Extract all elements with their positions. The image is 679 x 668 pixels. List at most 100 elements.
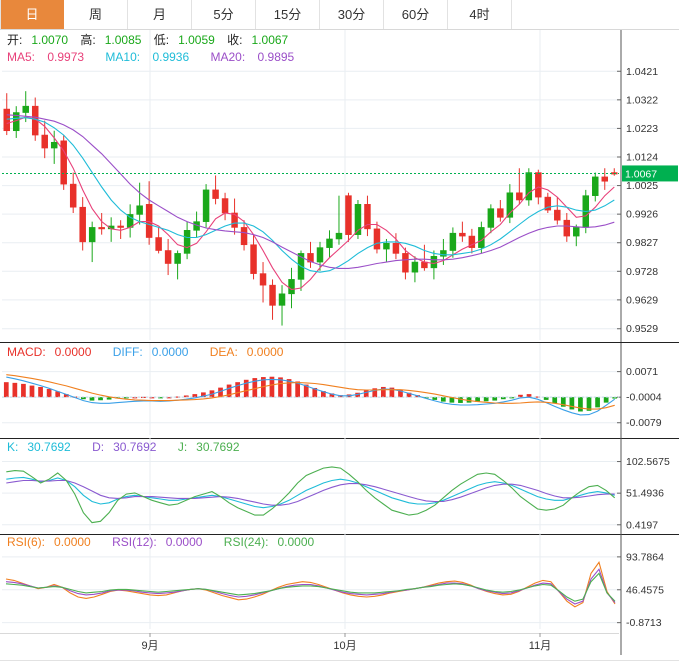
tab-5[interactable]: 30分 <box>320 0 384 29</box>
candle <box>307 241 314 268</box>
candle <box>411 256 419 283</box>
macd-chart-svg: 0.0071 -0.0004 -0.0079 <box>2 343 662 438</box>
quote-legend: 开: 1.0070 高: 1.0085 低: 1.0059 收: 1.0067 <box>7 33 297 47</box>
tab-4[interactable]: 15分 <box>256 0 320 29</box>
price-ytick: 0.9629 <box>626 294 658 306</box>
macd-bar <box>355 392 360 398</box>
time-axis-label: 9月 <box>141 640 158 652</box>
candle <box>468 228 476 254</box>
macd-bar <box>192 394 198 398</box>
candle <box>155 227 162 254</box>
ma5-legend: MA5: 0.9973 <box>7 50 85 64</box>
candle <box>60 135 67 190</box>
price-ytick: 1.0124 <box>626 151 658 163</box>
macd-bar <box>63 394 69 398</box>
candle <box>316 241 324 271</box>
macd-bar <box>81 397 86 400</box>
candle <box>364 195 371 237</box>
macd-bar <box>329 393 335 398</box>
tab-3[interactable]: 5分 <box>192 0 256 29</box>
macd-bar <box>380 386 386 398</box>
macd-bar <box>595 397 600 408</box>
current-price-badge-label: 1.0067 <box>625 168 657 180</box>
tab-7[interactable]: 4时 <box>448 0 512 29</box>
price-ytick: 0.9827 <box>626 237 658 249</box>
kdj-panel[interactable]: K: 30.7692 D: 30.7692 J: 30.7692 102.5675 51… <box>0 438 679 533</box>
rsi-ytick: 46.4575 <box>626 584 664 596</box>
macd-bar <box>278 377 283 398</box>
ma-legend: MA5: 0.9973 MA10: 0.9936 MA20: 0.9895 <box>7 50 312 64</box>
macd-bar <box>475 397 480 402</box>
time-axis: 9月 10月 11月 <box>0 633 679 665</box>
candle <box>212 175 219 205</box>
diff-line <box>6 376 616 416</box>
macd-bar <box>449 397 455 403</box>
candle <box>231 198 238 235</box>
price-ytick: 1.0025 <box>626 180 658 192</box>
candle <box>430 250 438 280</box>
rsi-ytick: -0.8713 <box>626 617 662 629</box>
candle <box>164 238 172 276</box>
candle <box>421 244 428 271</box>
rsi-RSI(24)-line <box>5 572 616 602</box>
macd-bar <box>535 396 540 398</box>
price-ytick: 0.9926 <box>626 209 658 221</box>
rsi-RSI(6)-line <box>5 561 616 608</box>
kdj-legend: K: 30.7692 D: 30.7692 J: 30.7692 <box>7 440 258 454</box>
candle <box>183 221 191 260</box>
candle <box>136 182 143 225</box>
candle <box>449 227 457 258</box>
candle <box>554 197 561 225</box>
ma10-line <box>6 117 615 273</box>
rsi-panel[interactable]: RSI(6): 0.0000 RSI(12): 0.0000 RSI(24): 0.0… <box>0 533 679 633</box>
timeframe-tabbar: 日周月 5分 15分 30分 60分 4时 <box>0 0 679 30</box>
macd-value: MACD: 0.0000 <box>7 345 92 359</box>
panel-divider-3 <box>0 534 679 535</box>
macd-bar <box>492 397 498 401</box>
candle <box>240 220 248 251</box>
macd-bar <box>518 394 523 398</box>
candle <box>88 221 96 263</box>
candle <box>601 168 609 190</box>
tab-2[interactable]: 月 <box>128 0 192 29</box>
macd-bar <box>29 385 35 398</box>
price-chart-panel[interactable]: 开: 1.0070 高: 1.0085 低: 1.0059 收: 1.0067 MA5:… <box>0 30 679 343</box>
candle <box>3 93 10 136</box>
candle <box>392 233 400 260</box>
candle <box>117 220 124 239</box>
macd-bar <box>398 389 403 398</box>
candle <box>402 247 409 280</box>
macd-bar <box>560 397 566 407</box>
candle <box>506 184 514 224</box>
macd-bar <box>406 392 412 398</box>
macd-bar <box>440 397 446 402</box>
panel-divider-2 <box>0 438 679 439</box>
ma10-legend: MA10: 0.9936 <box>105 50 190 64</box>
candle <box>525 168 533 206</box>
macd-panel[interactable]: MACD: 0.0000 DIFF: 0.0000 DEA: 0.0000 0.007… <box>0 343 679 438</box>
macd-ytick: 0.0071 <box>626 366 658 378</box>
macd-bar <box>46 388 52 398</box>
tab-0[interactable]: 日 <box>0 0 64 29</box>
k-value: K: 30.7692 <box>7 440 71 454</box>
macd-bar <box>12 382 18 398</box>
candle <box>592 172 599 202</box>
macd-bar <box>509 397 515 399</box>
candle <box>69 172 77 213</box>
rsi-chart-svg: 93.7864 46.4575 -0.8713 <box>2 533 664 633</box>
candle <box>126 204 134 238</box>
macd-bar <box>218 387 223 398</box>
high-label: 高: 1.0085 <box>80 33 142 47</box>
macd-bar <box>286 379 292 398</box>
macd-bar <box>543 397 549 400</box>
tab-1[interactable]: 周 <box>64 0 128 29</box>
candle <box>487 204 495 234</box>
kdj-ytick: 102.5675 <box>626 456 670 468</box>
macd-bar <box>526 394 532 398</box>
tab-6[interactable]: 60分 <box>384 0 448 29</box>
macd-bar <box>243 379 249 398</box>
macd-bar <box>363 390 369 398</box>
macd-bar <box>432 397 438 400</box>
candle <box>335 195 343 245</box>
candle <box>98 212 105 235</box>
